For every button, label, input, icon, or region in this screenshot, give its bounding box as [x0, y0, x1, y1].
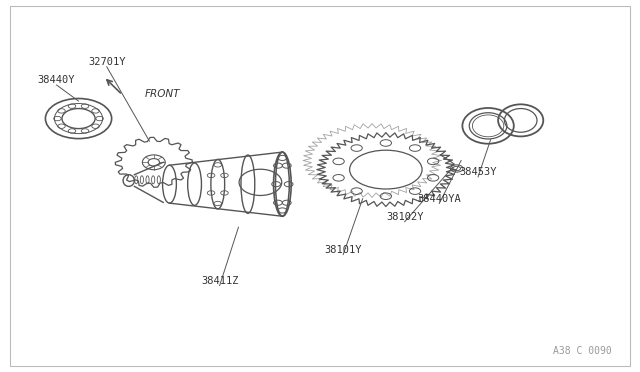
Text: A38 C 0090: A38 C 0090 [553, 346, 612, 356]
Text: 38440YA: 38440YA [417, 194, 461, 204]
Text: 38102Y: 38102Y [386, 212, 424, 222]
Text: 38453Y: 38453Y [460, 167, 497, 177]
Text: FRONT: FRONT [145, 89, 180, 99]
Text: 32701Y: 32701Y [88, 57, 125, 67]
Text: 38440Y: 38440Y [38, 75, 76, 85]
Text: 38411Z: 38411Z [201, 276, 238, 286]
Text: 38101Y: 38101Y [324, 245, 362, 255]
